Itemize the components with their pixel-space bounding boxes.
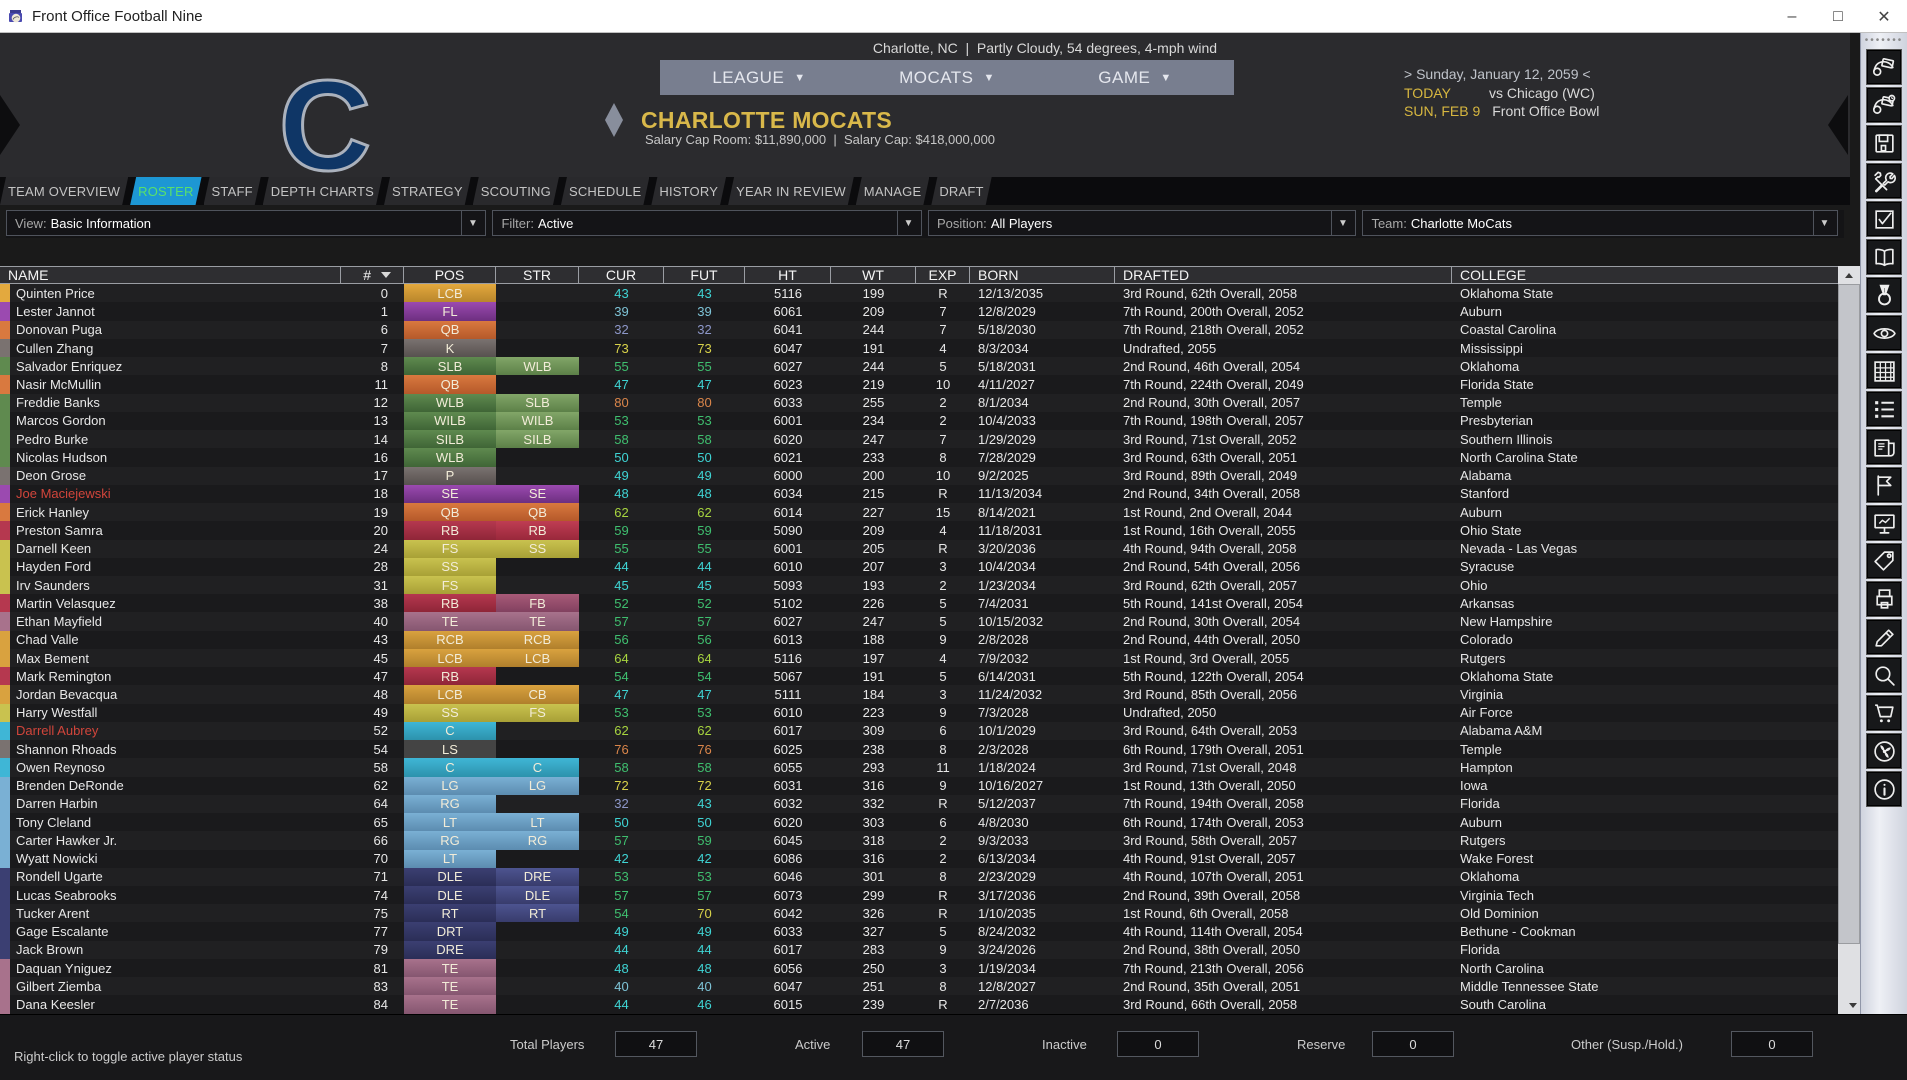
svg-text:C: C	[279, 75, 371, 183]
